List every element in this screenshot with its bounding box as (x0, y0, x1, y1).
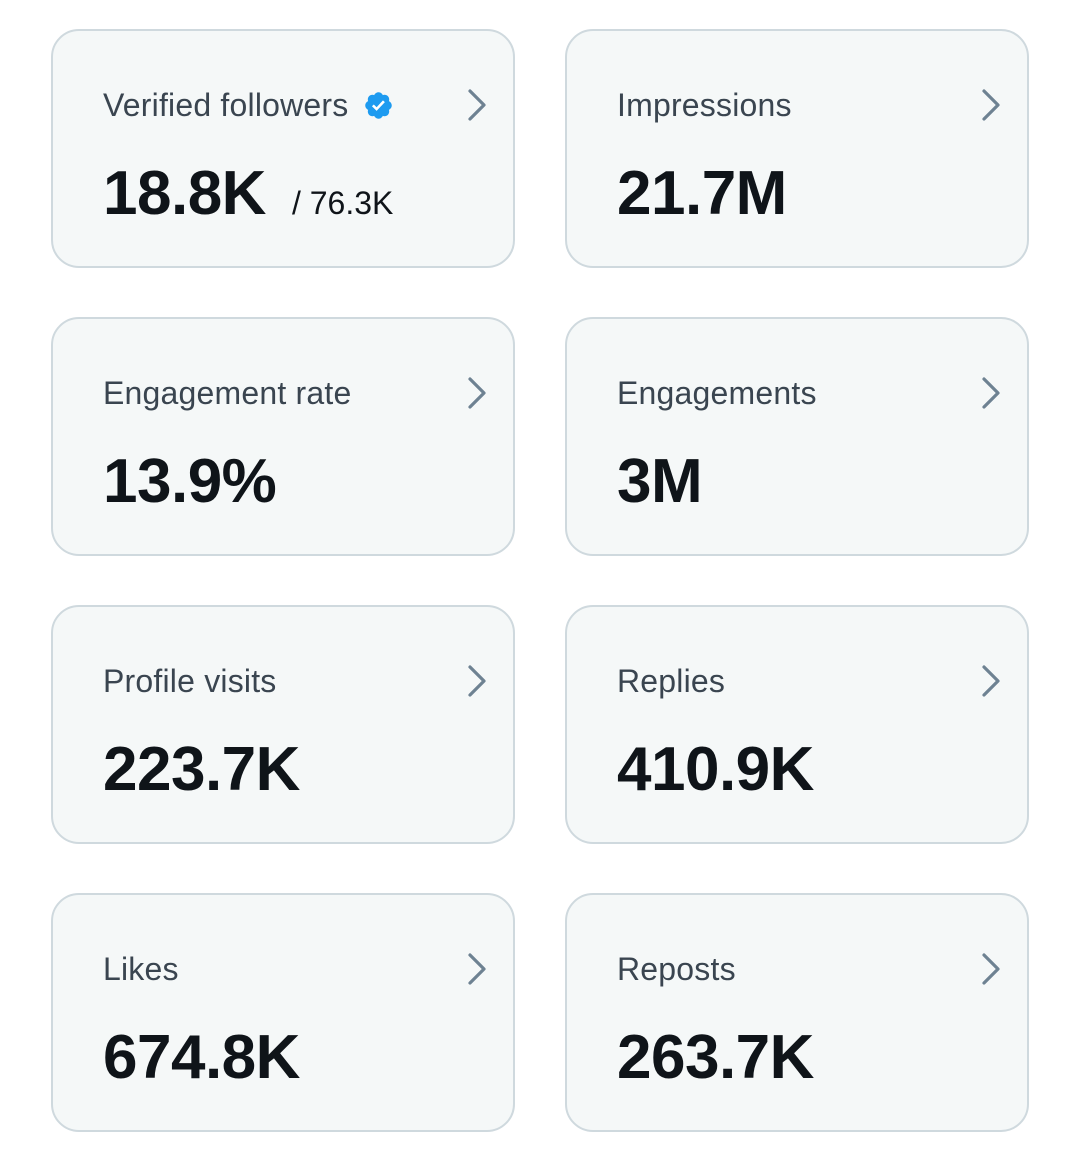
card-value-row: 13.9% (103, 447, 277, 516)
card-impressions[interactable]: Impressions 21.7M (565, 29, 1029, 268)
card-label: Profile visits (103, 662, 277, 699)
card-value: 674.8K (103, 1023, 300, 1092)
card-label: Replies (617, 662, 726, 699)
card-header: Impressions (617, 85, 792, 125)
card-value-row: 410.9K (617, 739, 814, 801)
card-header: Likes (103, 949, 179, 989)
card-header: Verified followers (103, 85, 394, 125)
card-value-row: 674.8K (103, 1027, 300, 1089)
card-header: Engagement rate (103, 373, 352, 413)
card-header: Engagements (617, 373, 817, 413)
card-value: 263.7K (617, 1023, 814, 1092)
verified-badge-icon (363, 90, 394, 121)
chevron-right-icon[interactable] (977, 663, 1005, 699)
chevron-right-icon[interactable] (977, 375, 1005, 411)
card-label: Impressions (617, 86, 792, 123)
card-value: 18.8K (103, 159, 266, 228)
chevron-right-icon[interactable] (463, 375, 491, 411)
card-value: 223.7K (103, 735, 300, 804)
card-value-row: 18.8K / 76.3K (103, 163, 393, 225)
card-header: Profile visits (103, 661, 277, 701)
card-value-row: 3M (617, 447, 703, 516)
card-verified-followers[interactable]: Verified followers 18.8K / 76.3K (51, 29, 515, 268)
card-profile-visits[interactable]: Profile visits 223.7K (51, 605, 515, 844)
card-value-row: 21.7M (617, 163, 787, 225)
card-label: Engagements (617, 374, 817, 411)
chevron-right-icon[interactable] (977, 87, 1005, 123)
card-value-row: 223.7K (103, 739, 300, 801)
card-label: Engagement rate (103, 374, 352, 411)
chevron-right-icon[interactable] (463, 87, 491, 123)
analytics-cards-grid: Verified followers 18.8K / 76.3K Impress… (51, 29, 1029, 1132)
card-subvalue: / 76.3K (291, 185, 394, 221)
card-value-row: 263.7K (617, 1027, 814, 1089)
card-label: Reposts (617, 950, 736, 987)
card-value: 410.9K (617, 735, 814, 804)
card-value: 21.7M (617, 159, 787, 228)
card-engagement-rate[interactable]: Engagement rate 13.9% (51, 317, 515, 556)
card-label: Verified followers (103, 86, 349, 123)
chevron-right-icon[interactable] (977, 951, 1005, 987)
card-replies[interactable]: Replies 410.9K (565, 605, 1029, 844)
card-engagements[interactable]: Engagements 3M (565, 317, 1029, 556)
chevron-right-icon[interactable] (463, 663, 491, 699)
card-header: Reposts (617, 949, 736, 989)
card-reposts[interactable]: Reposts 263.7K (565, 893, 1029, 1132)
chevron-right-icon[interactable] (463, 951, 491, 987)
card-header: Replies (617, 661, 725, 701)
card-label: Likes (103, 950, 179, 987)
card-likes[interactable]: Likes 674.8K (51, 893, 515, 1132)
card-value: 13.9% (103, 447, 277, 516)
card-value: 3M (617, 447, 703, 516)
